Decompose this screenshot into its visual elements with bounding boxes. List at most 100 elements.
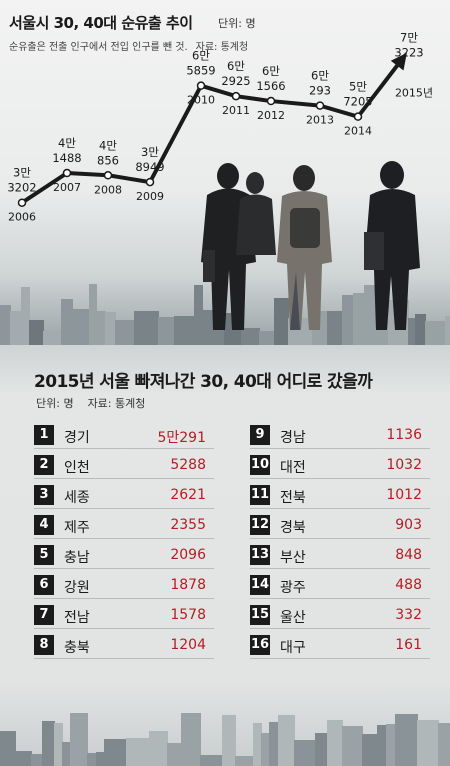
rank-number: 11	[250, 485, 270, 505]
skyline-building	[43, 331, 62, 345]
trend-note: 순유출은 전출 인구에서 전입 인구를 뺀 것. 자료: 통계청	[9, 38, 248, 53]
skyline-building	[438, 723, 450, 766]
skyline-building	[181, 713, 201, 766]
value-label: 7만	[400, 30, 418, 44]
rank-row: 13 부산 848	[250, 543, 430, 569]
skyline-building	[269, 722, 279, 766]
skyline-building	[200, 755, 223, 766]
rank-row: 14 광주 488	[250, 573, 430, 599]
value-label: 6만	[262, 64, 280, 78]
skyline-building	[10, 311, 22, 345]
rank-number: 7	[34, 605, 54, 625]
region-name: 충북	[64, 640, 90, 656]
data-point	[353, 112, 363, 121]
region-name: 부산	[280, 550, 306, 566]
skyline-building	[261, 733, 270, 766]
rank-row: 4 제주 2355	[34, 513, 214, 539]
value-label: 293	[309, 84, 331, 98]
skyline-building	[61, 299, 73, 345]
rank-row: 11 전북 1012	[250, 483, 430, 509]
value-label: 6만	[311, 69, 329, 83]
skyline-building	[395, 714, 418, 766]
trend-arrowhead	[390, 52, 407, 71]
region-value: 161	[395, 637, 422, 653]
trend-note-text: 순유출은 전출 인구에서 전입 인구를 뺀 것.	[9, 42, 188, 53]
rank-number: 15	[250, 605, 270, 625]
rank-row: 15 울산 332	[250, 603, 430, 629]
people-illustration	[201, 161, 420, 330]
skyline-building	[408, 318, 416, 345]
data-point	[145, 177, 155, 187]
value-label: 3만	[13, 166, 31, 180]
rank-row: 7 전남 1578	[34, 603, 214, 629]
region-name: 경남	[280, 430, 306, 446]
skyline-building	[194, 285, 203, 345]
rank-row: 3 세종 2621	[34, 483, 214, 509]
skyline-building	[89, 284, 97, 345]
skyline-building	[315, 733, 328, 766]
trend-unit: 단위: 명	[218, 17, 256, 30]
value-label: 3223	[394, 45, 423, 59]
skyline-building	[327, 311, 343, 345]
skyline-building	[29, 320, 44, 345]
skyline-building	[96, 311, 106, 345]
value-label: 3만	[141, 145, 159, 159]
skyline-building	[342, 726, 363, 766]
rank-row: 6 강원 1878	[34, 573, 214, 599]
ranking-section: 2015년 서울 빠져나간 30, 40대 어디로 갔을까 단위: 명 자료: 통…	[0, 345, 450, 766]
rank-number: 10	[250, 455, 270, 475]
skyline-building	[87, 753, 97, 766]
ranking-source: 자료: 통계청	[87, 397, 146, 410]
skyline-building	[294, 740, 316, 766]
city-skyline-bottom	[0, 713, 450, 766]
value-label: 856	[97, 153, 119, 167]
skyline-building	[362, 734, 378, 766]
skyline-building	[105, 312, 116, 345]
data-point	[17, 198, 27, 207]
skyline-building	[174, 316, 195, 345]
x-tick-label: 2014	[344, 125, 372, 138]
skyline-building	[42, 721, 55, 766]
skyline-building	[327, 720, 343, 766]
region-name: 제주	[64, 520, 90, 536]
ranking-unit-line: 단위: 명 자료: 통계청	[36, 395, 145, 411]
value-label: 1488	[52, 151, 81, 165]
region-value: 1878	[170, 577, 206, 593]
x-tick-label: 2012	[257, 109, 285, 122]
rank-number: 13	[250, 545, 270, 565]
data-point	[231, 91, 241, 101]
rank-number: 12	[250, 515, 270, 535]
ranking-list-right: 9 경남 1136 10 대전 1032 11 전북 1012 12 경북 903 13 부산 84…	[250, 423, 430, 663]
skyline-building	[222, 715, 236, 766]
x-tick-label: 2015년	[395, 86, 433, 99]
region-value: 848	[395, 547, 422, 563]
rank-number: 5	[34, 545, 54, 565]
rank-row: 16 대구 161	[250, 633, 430, 659]
region-value: 5만291	[157, 430, 206, 446]
skyline-building	[70, 713, 88, 766]
skyline-building	[386, 724, 396, 766]
region-name: 충남	[64, 550, 90, 566]
rank-number: 16	[250, 635, 270, 655]
rank-row: 10 대전 1032	[250, 453, 430, 479]
region-name: 울산	[280, 610, 306, 626]
ranking-unit: 단위: 명	[36, 397, 74, 410]
data-point	[196, 81, 206, 90]
region-name: 강원	[64, 580, 90, 596]
rank-number: 4	[34, 515, 54, 535]
data-point	[266, 96, 276, 106]
rank-number: 6	[34, 575, 54, 595]
skyline-building	[425, 321, 446, 345]
region-name: 대구	[280, 640, 306, 656]
skyline-building	[417, 720, 439, 766]
region-name: 광주	[280, 580, 306, 596]
value-label: 3202	[7, 181, 36, 195]
region-value: 2355	[170, 517, 206, 533]
value-label: 4만	[99, 138, 117, 152]
rank-row: 9 경남 1136	[250, 423, 430, 449]
value-label: 4만	[58, 136, 76, 150]
skyline-building	[54, 723, 63, 766]
value-label: 6만	[192, 49, 210, 63]
skyline-building	[274, 298, 289, 345]
skyline-building	[445, 316, 450, 345]
